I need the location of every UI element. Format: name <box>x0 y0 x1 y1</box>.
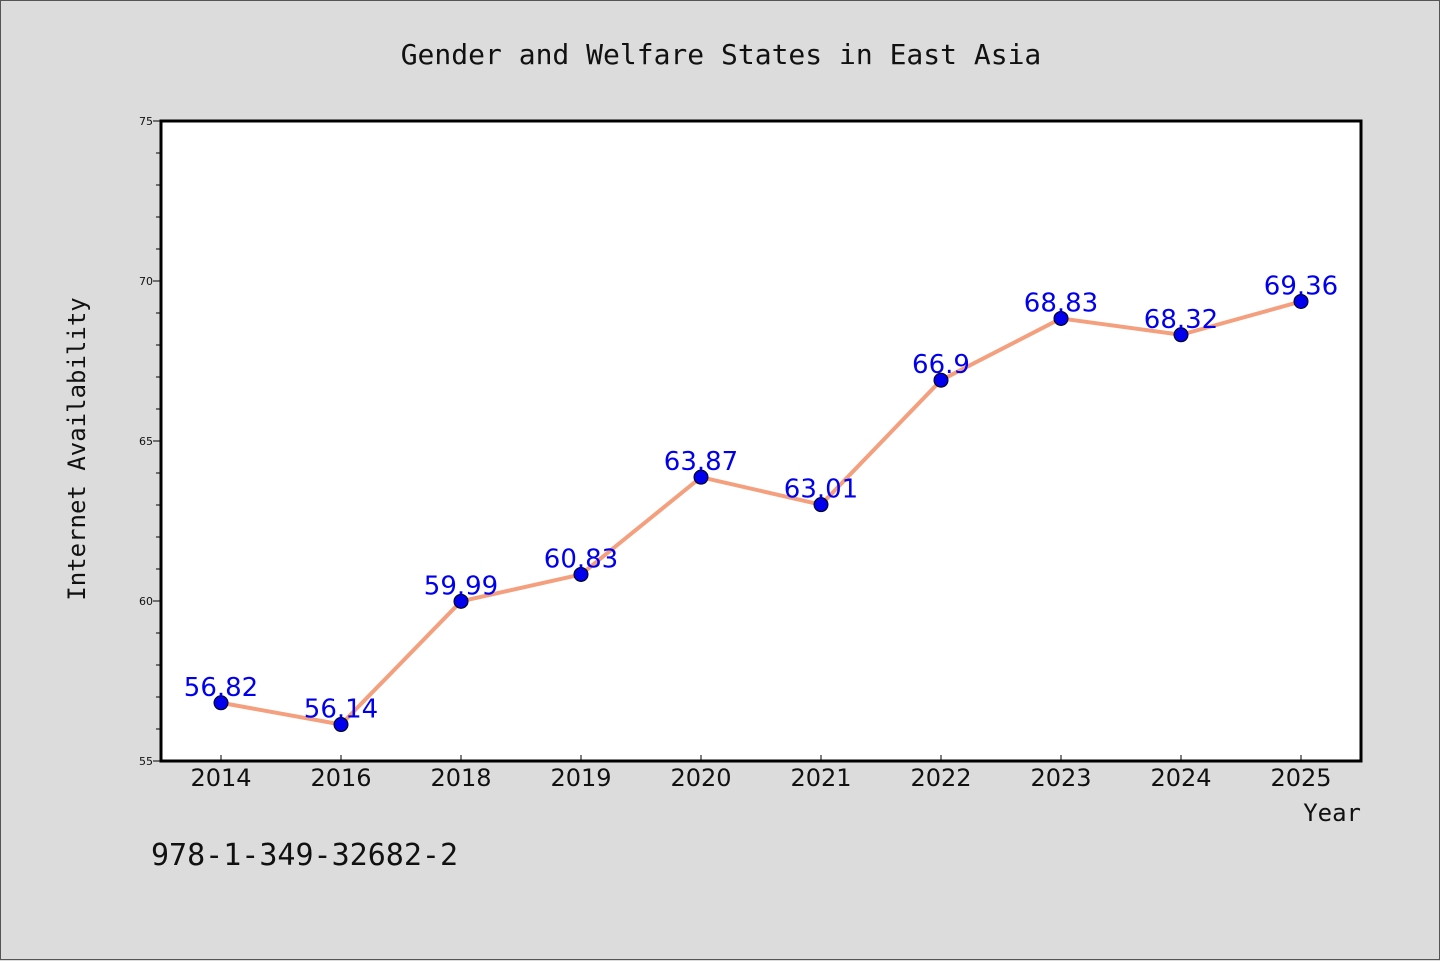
y-axis-label: Internet Availability <box>63 297 91 600</box>
x-tick-label: 2024 <box>1150 764 1211 792</box>
data-point <box>1173 327 1189 343</box>
x-axis-label: Year <box>1303 799 1361 827</box>
data-label: 66.9 <box>912 350 970 380</box>
y-tick-label: 65 <box>139 435 153 448</box>
data-label: 68.32 <box>1144 305 1218 335</box>
footer-isbn: 978-1-349-32682-2 <box>151 838 458 873</box>
data-point <box>213 695 229 711</box>
y-axis-ticks: 55 60 65 70 75 <box>139 115 161 768</box>
x-tick-label: 2016 <box>310 764 371 792</box>
series-line <box>220 299 1302 727</box>
data-point <box>1053 310 1069 326</box>
data-label: 69.36 <box>1264 271 1338 301</box>
y-tick-label: 55 <box>139 755 153 768</box>
y-tick-label: 60 <box>139 595 153 608</box>
x-tick-label: 2020 <box>670 764 731 792</box>
data-label: 59.99 <box>424 571 498 601</box>
data-label: 63.87 <box>664 447 738 477</box>
x-tick-label: 2018 <box>430 764 491 792</box>
x-tick-label: 2021 <box>790 764 851 792</box>
y-tick-label: 75 <box>139 115 153 128</box>
x-tick-label: 2023 <box>1030 764 1091 792</box>
data-label: 60.83 <box>544 544 618 574</box>
data-point <box>333 717 349 733</box>
y-tick-label: 70 <box>139 275 153 288</box>
data-point <box>1293 293 1309 309</box>
data-point <box>453 593 469 609</box>
data-label: 56.14 <box>304 695 378 725</box>
x-axis-ticks: 2014 2016 2018 2019 2020 2021 2022 2023 2024 2025 <box>190 755 1332 792</box>
x-tick-label: 2014 <box>190 764 251 792</box>
data-label: 63.01 <box>784 475 858 505</box>
data-point <box>813 497 829 513</box>
data-point <box>573 566 589 582</box>
data-point <box>933 372 949 388</box>
x-tick-label: 2022 <box>910 764 971 792</box>
plot-area <box>159 119 1363 763</box>
chart-title: Gender and Welfare States in East Asia <box>401 38 1042 71</box>
x-tick-label: 2025 <box>1270 764 1331 792</box>
data-label: 56.82 <box>184 673 258 703</box>
data-label: 68.83 <box>1024 288 1098 318</box>
x-tick-label: 2019 <box>550 764 611 792</box>
data-point <box>693 469 709 485</box>
series-layer: 56.82 56.14 59.99 60.83 63.87 63.01 66.9 68.83 6… <box>184 271 1338 733</box>
